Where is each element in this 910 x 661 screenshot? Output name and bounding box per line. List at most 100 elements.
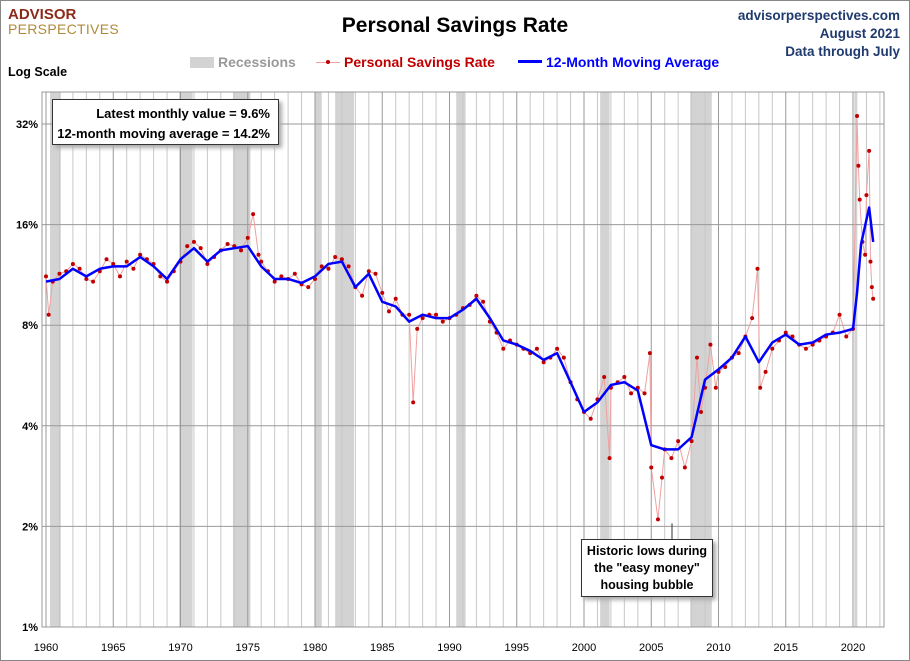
monthly-data-point [649,465,654,470]
recession-band [50,92,61,627]
logo: ADVISOR PERSPECTIVES [8,6,119,37]
x-tick-label: 1975 [236,642,260,654]
monthly-data-point [91,279,96,284]
monthly-data-point [642,391,647,396]
monthly-data-point [655,517,660,522]
recession-band [456,92,466,627]
monthly-data-point [588,416,593,421]
monthly-data-point [676,439,681,444]
log-scale-label: Log Scale [8,65,68,79]
y-tick-label: 32% [16,119,38,131]
monthly-data-point [629,391,634,396]
latest-monthly-value: Latest monthly value = 9.6% [96,106,270,121]
monthly-data-point [279,274,284,279]
data-through: Data through July [785,44,900,59]
monthly-data-point [857,197,862,202]
x-tick-label: 2005 [639,642,663,654]
monthly-data-point [124,259,129,264]
x-tick-label: 2015 [774,642,798,654]
monthly-data-point [689,439,694,444]
monthly-data-point [386,309,391,314]
logo-line2: PERSPECTIVES [8,21,119,37]
y-tick-label: 16% [16,220,38,232]
annotation-line2: the "easy money" [594,561,700,575]
x-tick-label: 2020 [841,642,865,654]
monthly-data-point [855,114,860,119]
moving-average-line [45,206,875,451]
monthly-data-point [319,264,324,269]
monthly-data-point [713,385,718,390]
monthly-data-point [44,274,48,279]
monthly-data-point [138,252,143,257]
monthly-data-point [373,271,378,276]
monthly-data-point [393,296,398,301]
x-tick-label: 1965 [101,642,125,654]
monthly-data-point [239,248,244,253]
monthly-data-point [607,456,612,461]
x-tick-label: 1980 [303,642,327,654]
source-site: advisorperspectives.com [737,8,900,23]
monthly-data-point [647,351,652,356]
monthly-data-point [856,163,861,168]
monthly-data-point [104,257,109,262]
monthly-data-point [111,261,116,266]
y-tick-label: 1% [22,622,38,634]
recession-band [179,92,193,627]
logo-line1: ADVISOR [8,6,77,23]
legend-recessions-label: Recessions [218,54,296,70]
monthly-data-point [57,271,62,276]
monthly-data-point [868,259,873,264]
monthly-data-point [251,212,256,217]
legend-ma-label: 12-Month Moving Average [546,54,720,70]
recession-swatch [190,57,214,68]
monthly-data-point [699,409,704,414]
monthly-data-point [84,276,89,281]
monthly-data-point [70,261,75,266]
monthly-data-point [256,252,261,257]
latest-values-box: Latest monthly value = 9.6% 12-month mov… [52,99,279,145]
monthly-data-point [622,374,627,379]
monthly-data-point [420,316,425,321]
monthly-data-point [407,312,412,317]
monthly-data-point [198,246,203,251]
publish-date: August 2021 [819,26,900,41]
monthly-data-point [245,235,250,240]
monthly-data-point [380,290,385,295]
recession-band [600,92,610,627]
recession-band [315,92,322,627]
monthly-data-point [339,257,344,262]
plot-area-border [41,91,885,628]
monthly-data-point [225,241,230,246]
x-tick-label: 1960 [34,642,58,654]
monthly-data-point [481,299,486,304]
monthly-data-point [660,475,665,480]
monthly-data-point [501,346,506,351]
x-tick-label: 1995 [505,642,529,654]
monthly-data-point [411,400,416,405]
legend-recessions: Recessions [190,54,296,70]
monthly-data-point [205,261,210,266]
monthly-data-point [46,312,51,317]
monthly-data-point [682,465,687,470]
monthly-data-point [306,285,311,290]
monthly-data-point [333,254,338,259]
x-tick-label: 2010 [706,642,730,654]
monthly-data-point [867,148,872,153]
monthly-data-point [783,330,788,335]
monthly-data-point [561,355,566,360]
monthly-data-point [158,274,163,279]
annotation-line3: housing bubble [600,578,694,592]
legend-ma: 12-Month Moving Average [518,54,719,70]
monthly-data-point [346,264,351,269]
monthly-data-point [326,266,331,271]
recession-band [232,92,251,627]
monthly-data-point [117,274,122,279]
x-tick-label: 1990 [437,642,461,654]
monthly-data-point [844,334,849,339]
monthly-data-point [292,271,297,276]
monthly-data-point [434,312,439,317]
monthly-data-point [770,346,775,351]
legend-monthly: Personal Savings Rate [316,54,495,70]
monthly-data-point [694,355,699,360]
monthly-data-point [763,369,768,374]
